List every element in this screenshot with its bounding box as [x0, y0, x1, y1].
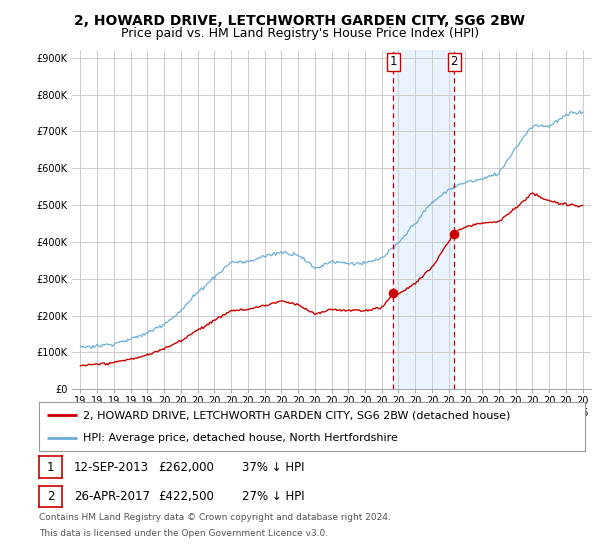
Text: 26-APR-2017: 26-APR-2017 [74, 490, 150, 503]
Text: 12-SEP-2013: 12-SEP-2013 [74, 460, 149, 474]
Text: This data is licensed under the Open Government Licence v3.0.: This data is licensed under the Open Gov… [39, 529, 328, 538]
Text: £262,000: £262,000 [158, 460, 214, 474]
Text: 2, HOWARD DRIVE, LETCHWORTH GARDEN CITY, SG6 2BW (detached house): 2, HOWARD DRIVE, LETCHWORTH GARDEN CITY,… [83, 410, 510, 421]
Text: 2: 2 [451, 55, 458, 68]
Text: 37% ↓ HPI: 37% ↓ HPI [242, 460, 304, 474]
Text: Price paid vs. HM Land Registry's House Price Index (HPI): Price paid vs. HM Land Registry's House … [121, 27, 479, 40]
Text: 1: 1 [389, 55, 397, 68]
Text: Contains HM Land Registry data © Crown copyright and database right 2024.: Contains HM Land Registry data © Crown c… [39, 513, 391, 522]
Text: HPI: Average price, detached house, North Hertfordshire: HPI: Average price, detached house, Nort… [83, 433, 398, 444]
Text: 27% ↓ HPI: 27% ↓ HPI [242, 490, 304, 503]
Text: 1: 1 [47, 460, 54, 474]
Bar [394, 50, 454, 389]
Text: 2, HOWARD DRIVE, LETCHWORTH GARDEN CITY, SG6 2BW: 2, HOWARD DRIVE, LETCHWORTH GARDEN CITY,… [74, 14, 526, 28]
Text: £422,500: £422,500 [158, 490, 214, 503]
Point [449, 229, 459, 238]
Point [389, 288, 398, 297]
Text: 2: 2 [47, 490, 54, 503]
